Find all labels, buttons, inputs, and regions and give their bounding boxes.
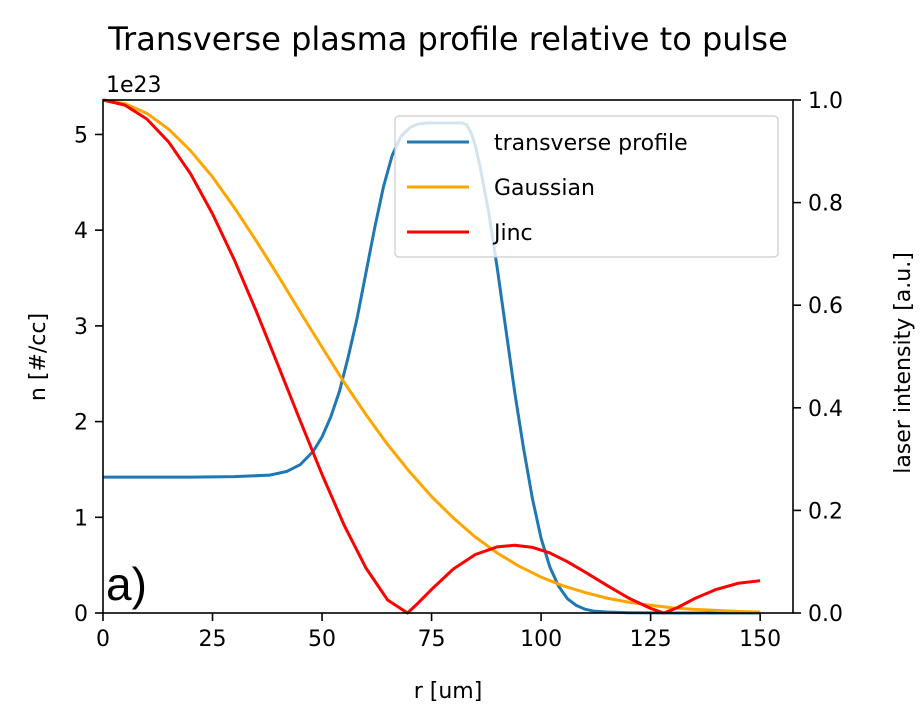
x-tick-label: 100 — [520, 627, 562, 652]
x-tick-label: 75 — [418, 627, 446, 652]
y-tick-label: 4 — [74, 219, 88, 244]
y-tick-label: 3 — [74, 315, 88, 340]
y2-tick-label: 0.6 — [808, 294, 843, 319]
legend-box — [394, 115, 779, 258]
y-axis-label: n [#/cc] — [26, 313, 51, 401]
y-offset-text: 1e23 — [106, 73, 162, 98]
series-line-2 — [102, 98, 761, 615]
legend-label-2: Jinc — [492, 221, 533, 246]
panel-label: a) — [106, 558, 147, 610]
y-tick-label: 0 — [74, 602, 88, 627]
x-axis-label: r [um] — [414, 679, 483, 704]
y2-axis-label: laser intensity [a.u.] — [891, 252, 916, 474]
y2-tick-label: 0.8 — [808, 192, 843, 217]
legend-label-0: transverse profile — [494, 131, 688, 156]
x-tick-label: 25 — [199, 627, 227, 652]
x-tick-label: 50 — [308, 627, 336, 652]
x-tick-label: 125 — [630, 627, 672, 652]
y-tick-label: 2 — [74, 411, 88, 436]
y-tick-label: 1 — [74, 506, 88, 531]
x-axis-ticks: 0 25 50 75 100 125 150 — [96, 613, 781, 652]
x-tick-label: 150 — [739, 627, 781, 652]
x-tick-label: 0 — [96, 627, 110, 652]
y-tick-label: 5 — [74, 123, 88, 148]
y2-axis-ticks: 0.0 0.2 0.4 0.6 0.8 1.0 — [793, 89, 843, 627]
y2-tick-label: 1.0 — [808, 89, 843, 114]
series-line-1 — [102, 98, 761, 614]
legend: transverse profile Gaussian Jinc — [394, 115, 779, 258]
y-axis-ticks: 0 1 2 3 4 5 — [74, 123, 103, 627]
y2-tick-label: 0.2 — [808, 499, 843, 524]
y2-tick-label: 0.4 — [808, 397, 843, 422]
legend-label-1: Gaussian — [494, 176, 595, 201]
y2-tick-label: 0.0 — [808, 602, 843, 627]
plot-frame — [102, 99, 794, 614]
chart-title: Transverse plasma profile relative to pu… — [107, 20, 788, 58]
